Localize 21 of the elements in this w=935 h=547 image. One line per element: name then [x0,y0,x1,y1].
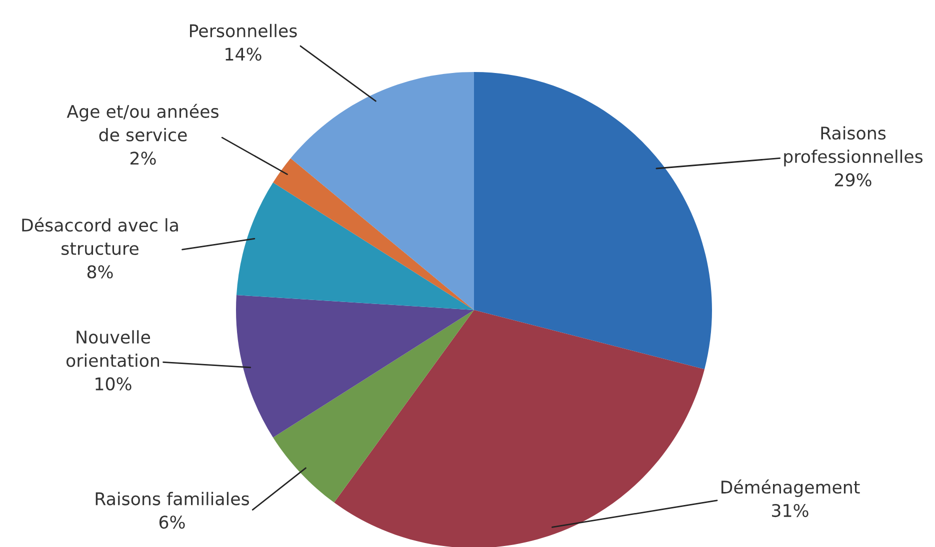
data-label: 6% [159,516,185,529]
data-label: 10% [96,377,132,390]
data-label: 14% [226,48,262,61]
pie-slice [273,310,474,503]
pie-slice [474,72,712,370]
pie-slice [236,295,474,438]
data-label: 8% [87,265,113,278]
slice-label: Raisons familiales [96,492,249,506]
data-label: 31% [772,504,808,518]
slice-label: Nouvelle orientation [66,330,160,368]
pie-slice [236,182,474,310]
pie-slice [273,158,474,310]
pie-slice [290,72,474,310]
pie-slice [334,310,705,547]
slice-label: Désaccord avec la structure [22,218,178,256]
slice-label: Age et/ou années de service [66,104,218,142]
slice-label: Raisons professionnelles [784,126,923,166]
data-label: 29% [834,173,872,186]
slice-label: Personnelles [190,24,297,38]
data-label: 2% [130,152,156,165]
slice-label: Déménagement [722,480,860,498]
